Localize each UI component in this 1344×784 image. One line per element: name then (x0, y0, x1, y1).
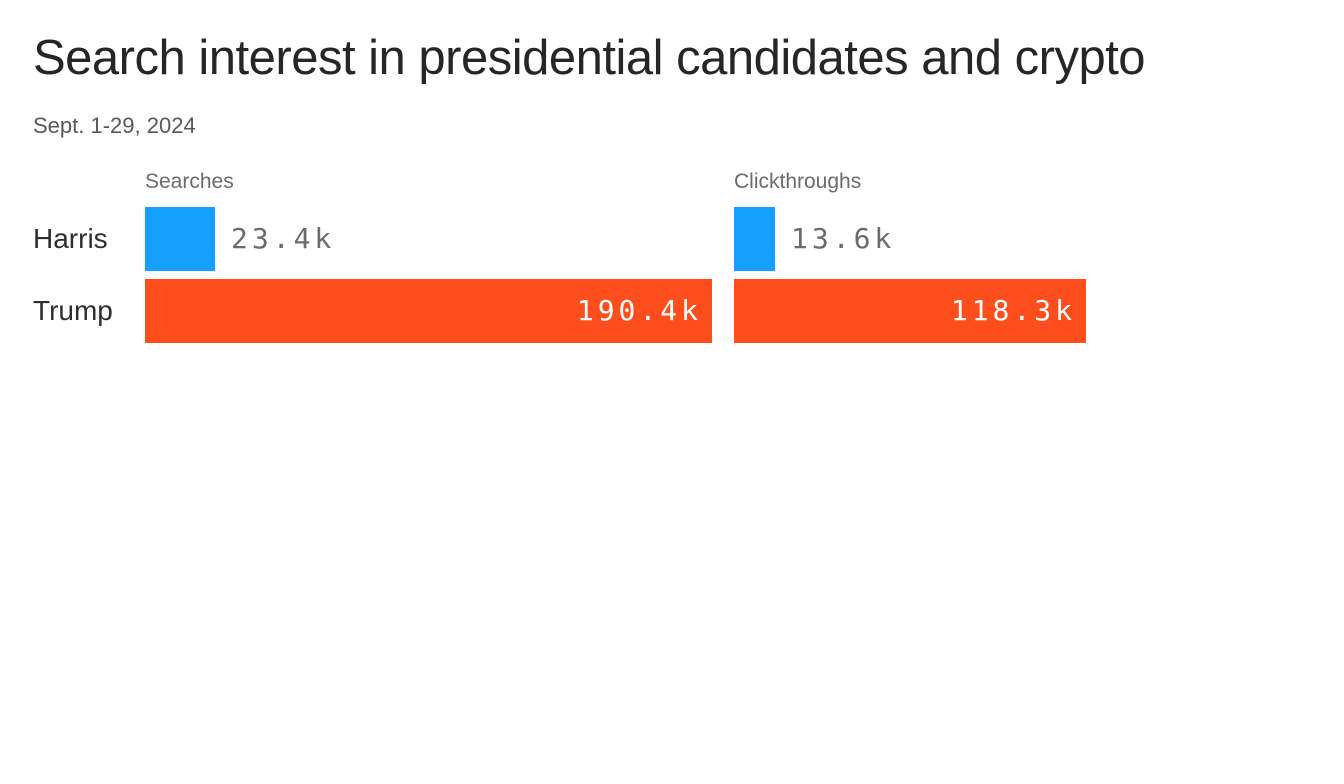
bar-rows: Harris 23.4k 13.6k Trump 190.4k 118.3k (33, 206, 1314, 343)
column-header-clickthroughs: Clickthroughs (734, 169, 862, 193)
row-label: Trump (33, 294, 113, 326)
column-header-searches: Searches (145, 169, 234, 193)
value-label: 118.3k (950, 294, 1076, 328)
bar-harris-searches (145, 206, 215, 271)
bar-cell: 118.3k (734, 278, 1314, 343)
chart-row-trump: Trump 190.4k 118.3k (33, 278, 1314, 343)
column-headers: Searches Clickthroughs (33, 169, 1314, 195)
value-label: 23.4k (231, 222, 336, 256)
chart-subtitle: Sept. 1-29, 2024 (33, 112, 196, 138)
value-label: 13.6k (791, 222, 896, 256)
chart-title: Search interest in presidential candidat… (33, 31, 1146, 85)
bar-cell: 23.4k (145, 206, 734, 271)
bar-trump-clickthroughs: 118.3k (734, 278, 1086, 343)
bar-cell: 190.4k (145, 278, 734, 343)
bar-cell: 13.6k (734, 206, 1314, 271)
chart-row-harris: Harris 23.4k 13.6k (33, 206, 1314, 271)
bar-trump-searches: 190.4k (145, 278, 712, 343)
row-label: Harris (33, 222, 108, 254)
value-label: 190.4k (576, 294, 702, 328)
bar-harris-clickthroughs (734, 206, 775, 271)
